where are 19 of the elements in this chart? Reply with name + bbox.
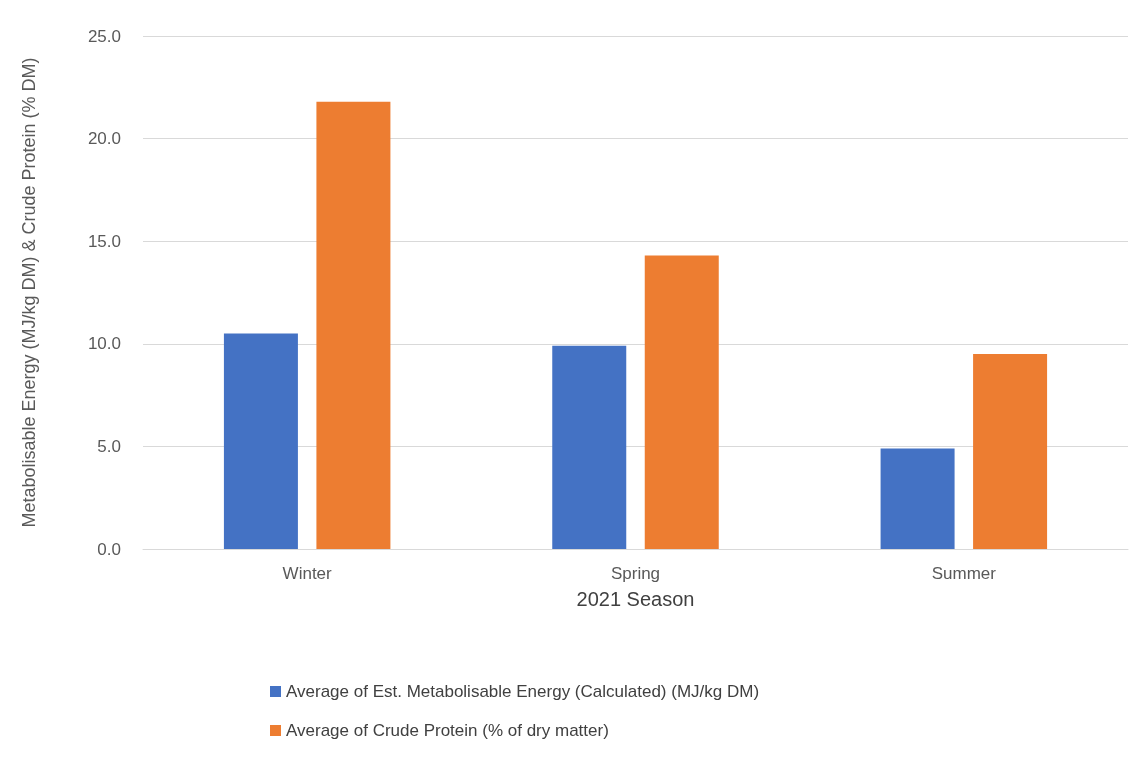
bar — [973, 354, 1048, 549]
x-axis-title: 2021 Season — [576, 588, 695, 610]
y-tick-label: 0.0 — [97, 539, 121, 559]
x-tick-label: Spring — [610, 564, 661, 583]
y-tick-label: 15.0 — [87, 231, 121, 251]
y-tick-label: 25.0 — [87, 26, 121, 46]
y-axis-title: Metabolisable Energy (MJ/kg DM) & Crude Protein (% DM) — [19, 57, 39, 528]
legend-label: Average of Est. Metabolisable Energy (Calculated) (MJ/kg DM) — [286, 682, 760, 701]
legend-label: Average of Crude Protein (% of dry matter) — [286, 721, 609, 740]
y-tick-label: 20.0 — [87, 129, 121, 149]
x-tick-label: Winter — [282, 564, 333, 583]
bar — [644, 255, 719, 549]
bar — [552, 345, 627, 549]
bar — [223, 333, 298, 549]
y-tick-label: 5.0 — [97, 436, 121, 456]
bar — [316, 101, 391, 549]
x-tick-label: Summer — [931, 564, 997, 583]
y-tick-label: 10.0 — [87, 334, 121, 354]
bar — [880, 448, 955, 549]
